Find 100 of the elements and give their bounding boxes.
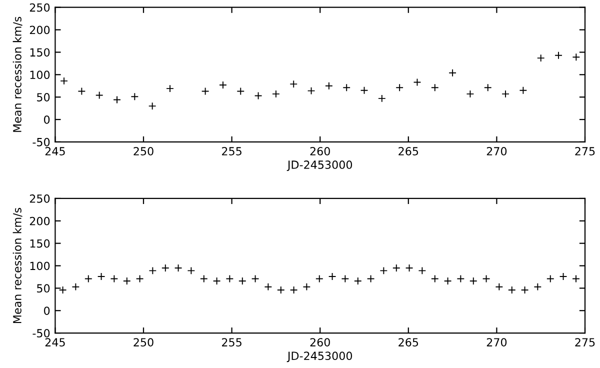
point <box>78 87 86 96</box>
point <box>174 264 182 272</box>
y-tick-label: 250 <box>30 3 50 12</box>
point <box>430 84 439 92</box>
point <box>201 87 210 96</box>
point <box>324 82 333 90</box>
point <box>341 274 350 283</box>
x-tick-label: 245 <box>45 146 65 156</box>
point <box>430 274 439 283</box>
point <box>130 92 139 101</box>
y-tick-label: -50 <box>32 329 50 338</box>
x-tick-label: 265 <box>398 146 418 156</box>
y-tick-label: 100 <box>30 70 50 80</box>
x-tick-label: 250 <box>134 146 154 156</box>
point <box>502 90 510 98</box>
point <box>519 86 528 94</box>
y-tick-label: 50 <box>37 284 50 293</box>
point <box>238 277 246 285</box>
point <box>536 54 545 62</box>
y-tick-label: 200 <box>30 26 50 34</box>
point <box>484 84 492 92</box>
y-tick-label: 200 <box>30 216 50 226</box>
point <box>396 84 404 92</box>
y-tick-label: 150 <box>30 239 50 248</box>
y-tick-label: 0 <box>44 306 50 315</box>
x-axis-title: JD-2453000 <box>286 352 352 362</box>
point <box>554 51 562 60</box>
point <box>456 274 465 283</box>
point <box>84 274 92 283</box>
x-tick-label: 270 <box>486 146 507 156</box>
x-tick-label: 255 <box>222 146 242 156</box>
point <box>448 68 457 77</box>
point <box>110 274 118 283</box>
point <box>58 286 67 294</box>
point <box>60 76 68 85</box>
point <box>290 80 298 88</box>
point <box>290 286 298 294</box>
point <box>413 78 422 86</box>
point <box>161 264 170 272</box>
point <box>559 272 568 280</box>
point <box>534 282 542 291</box>
point <box>572 274 580 283</box>
y-tick-label: 150 <box>30 48 50 57</box>
y-tick-label: 100 <box>30 262 50 270</box>
y-tick-label: -50 <box>32 138 50 146</box>
point <box>97 272 106 280</box>
point <box>495 282 504 291</box>
y-tick-label: 0 <box>44 115 50 124</box>
point <box>200 274 208 283</box>
x-tick-label: 275 <box>575 146 595 156</box>
x-tick-label: 260 <box>310 338 330 346</box>
point <box>226 274 234 283</box>
x-tick-label: 265 <box>398 338 418 346</box>
x-tick-label: 275 <box>575 338 595 346</box>
point <box>378 94 386 102</box>
x-tick-label: 245 <box>45 338 65 346</box>
point <box>315 274 324 283</box>
x-tick-label: 255 <box>222 338 242 346</box>
y-axis-title: Mean recession km/s <box>12 208 22 324</box>
y-tick-label: 50 <box>37 93 50 102</box>
point <box>212 277 221 285</box>
point <box>236 87 245 96</box>
point <box>302 282 311 291</box>
point <box>122 277 131 285</box>
point <box>148 102 156 110</box>
point <box>380 266 388 275</box>
y-axis-title: Mean recession km/s <box>12 16 22 132</box>
point <box>251 274 260 283</box>
x-tick-label: 250 <box>134 338 154 346</box>
point <box>572 53 580 62</box>
point <box>276 286 285 294</box>
point <box>272 90 280 98</box>
point <box>113 96 121 104</box>
point <box>366 274 375 283</box>
x-tick-label: 260 <box>310 146 330 156</box>
point <box>392 264 400 272</box>
y-tick-label: 250 <box>30 194 50 203</box>
point <box>307 86 316 95</box>
x-axis-title: JD-2453000 <box>286 160 352 171</box>
point <box>95 91 104 100</box>
point <box>254 92 262 100</box>
point <box>546 274 554 283</box>
x-tick-label: 270 <box>486 338 507 346</box>
point <box>166 84 174 93</box>
point <box>328 272 336 280</box>
point <box>360 86 368 94</box>
point <box>469 277 478 285</box>
point <box>520 286 529 294</box>
point <box>405 264 414 272</box>
point <box>354 277 362 285</box>
point <box>342 84 351 92</box>
point <box>482 274 490 283</box>
point <box>219 81 227 89</box>
point <box>148 266 157 275</box>
point <box>72 282 80 291</box>
point <box>418 266 426 275</box>
point <box>466 90 474 98</box>
point <box>508 286 516 294</box>
point <box>444 277 452 285</box>
point <box>264 282 272 291</box>
